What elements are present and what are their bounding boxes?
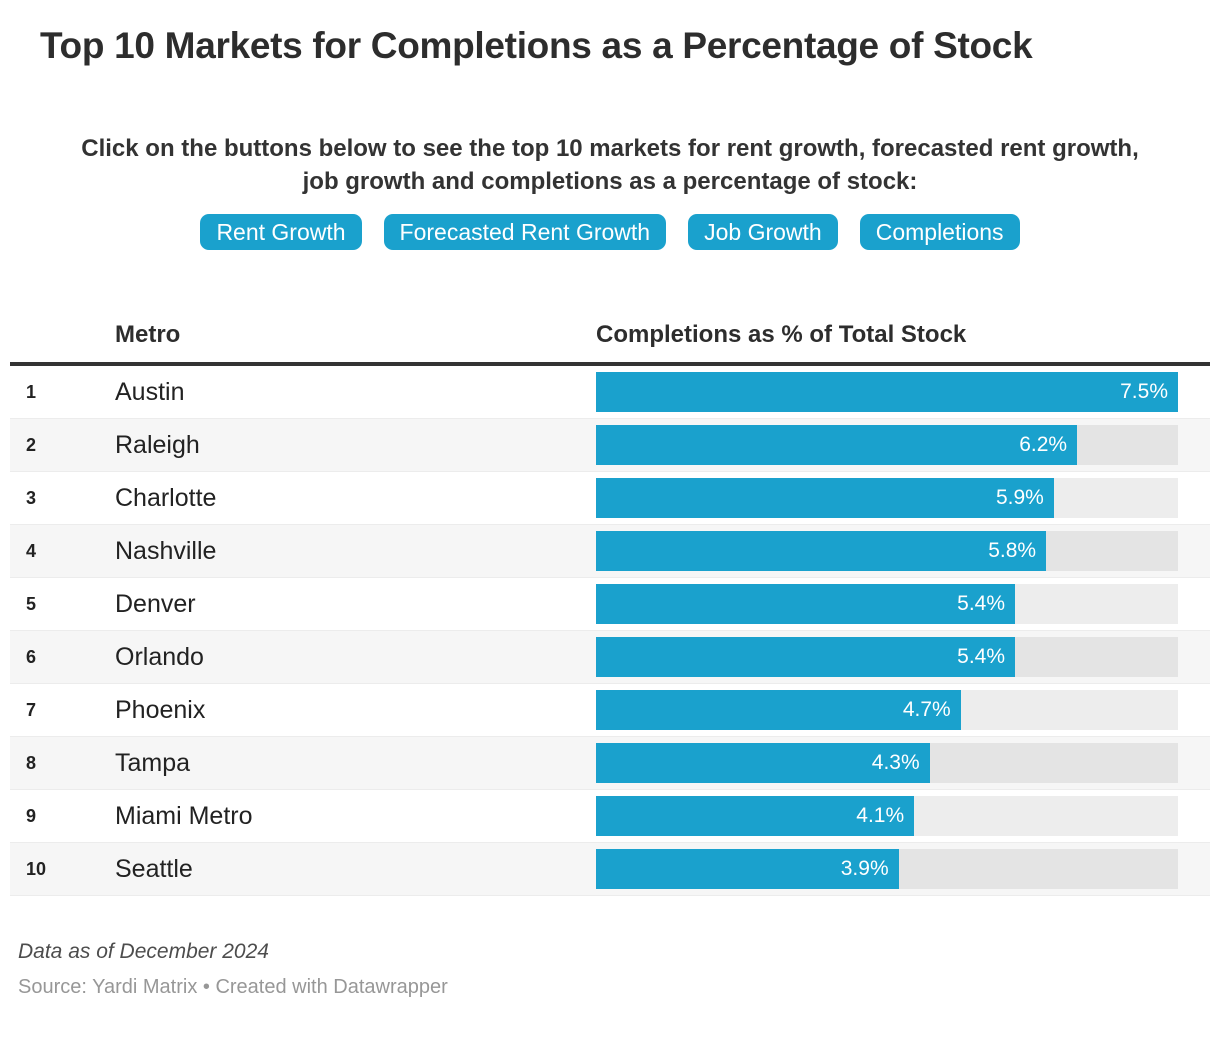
bar-cell: 5.8%: [596, 531, 1178, 571]
description-line-1: Click on the buttons below to see the to…: [81, 135, 1139, 162]
bar-fill: 5.8%: [596, 531, 1047, 571]
bar-track: 4.1%: [596, 796, 1178, 836]
bar-cell: 4.3%: [596, 743, 1178, 783]
metro-cell: Phoenix: [115, 695, 206, 724]
bar-value-label: 7.5%: [1120, 380, 1168, 403]
bar-cell: 5.4%: [596, 637, 1178, 677]
bar-value-label: 4.7%: [902, 698, 951, 721]
table-row: 5 Denver 5.4%: [10, 578, 1210, 631]
source-attribution: Source: Yardi Matrix • Created with Data…: [18, 976, 448, 998]
bar-track: 5.8%: [596, 531, 1178, 571]
bar-fill: 7.5%: [596, 372, 1178, 412]
metro-cell: Tampa: [115, 748, 191, 777]
filter-button-rent-growth[interactable]: Rent Growth: [200, 214, 362, 250]
table-row: 7 Phoenix 4.7%: [10, 684, 1210, 737]
bar-fill: 5.4%: [596, 584, 1016, 624]
chart-title: Top 10 Markets for Completions as a Perc…: [40, 25, 1033, 66]
table-row: 4 Nashville 5.8%: [10, 525, 1210, 578]
bar-value-label: 3.9%: [840, 857, 889, 880]
table-row: 6 Orlando 5.4%: [10, 631, 1210, 684]
rank-cell: 2: [26, 434, 37, 455]
bar-value-label: 4.3%: [871, 751, 920, 774]
rank-cell: 9: [26, 805, 37, 826]
bar-track: 4.7%: [596, 690, 1178, 730]
header-metro: Metro: [115, 321, 181, 348]
bar-track: 6.2%: [596, 425, 1178, 465]
bar-fill: 6.2%: [596, 425, 1078, 465]
data-note: Data as of December 2024: [18, 940, 269, 963]
table-body: 1 Austin 7.5% 2 Raleigh 6.2% 3 Charlotte 5.9% 4 Na…: [10, 366, 1210, 896]
bar-cell: 6.2%: [596, 425, 1178, 465]
filter-button-job-growth[interactable]: Job Growth: [688, 214, 838, 250]
rank-cell: 7: [26, 699, 37, 720]
bar-track: 7.5%: [596, 372, 1178, 412]
rank-cell: 5: [26, 593, 37, 614]
bar-value-label: 4.1%: [856, 804, 905, 827]
table-row: 3 Charlotte 5.9%: [10, 472, 1210, 525]
bar-cell: 3.9%: [596, 849, 1178, 889]
bar-value-label: 5.4%: [957, 592, 1006, 615]
bar-value-label: 5.9%: [995, 486, 1044, 509]
rank-cell: 8: [26, 752, 37, 773]
bar-value-label: 6.2%: [1019, 433, 1068, 456]
data-table: Metro Completions as % of Total Stock 1 A…: [10, 308, 1210, 896]
bar-fill: 4.1%: [596, 796, 915, 836]
bar-fill: 3.9%: [596, 849, 899, 889]
chart-description: Click on the buttons below to see the to…: [10, 132, 1210, 198]
metro-cell: Seattle: [115, 854, 193, 883]
bar-track: 4.3%: [596, 743, 1178, 783]
bar-fill: 5.4%: [596, 637, 1016, 677]
metro-cell: Denver: [115, 589, 196, 618]
bar-cell: 7.5%: [596, 372, 1178, 412]
bar-value-label: 5.4%: [957, 645, 1006, 668]
description-line-2: job growth and completions as a percenta…: [302, 168, 918, 195]
metro-cell: Orlando: [115, 642, 204, 671]
table-row: 1 Austin 7.5%: [10, 366, 1210, 419]
rank-cell: 6: [26, 646, 37, 667]
table-row: 9 Miami Metro 4.1%: [10, 790, 1210, 843]
bar-cell: 4.1%: [596, 796, 1178, 836]
table-row: 10 Seattle 3.9%: [10, 843, 1210, 896]
bar-cell: 5.4%: [596, 584, 1178, 624]
rank-cell: 10: [26, 858, 47, 879]
bar-track: 5.9%: [596, 478, 1178, 518]
bar-cell: 4.7%: [596, 690, 1178, 730]
metro-cell: Charlotte: [115, 483, 217, 512]
table-row: 2 Raleigh 6.2%: [10, 419, 1210, 472]
metro-cell: Miami Metro: [115, 801, 253, 830]
rank-cell: 3: [26, 487, 37, 508]
rank-cell: 1: [26, 381, 37, 402]
bar-fill: 4.7%: [596, 690, 961, 730]
filter-button-group: Rent Growth Forecasted Rent Growth Job Gro…: [10, 214, 1210, 250]
bar-track: 3.9%: [596, 849, 1178, 889]
rank-cell: 4: [26, 540, 37, 561]
bar-fill: 4.3%: [596, 743, 930, 783]
bar-fill: 5.9%: [596, 478, 1054, 518]
table-header-row: Metro Completions as % of Total Stock: [10, 308, 1210, 366]
metro-cell: Austin: [115, 377, 185, 406]
filter-button-forecasted-rent-growth[interactable]: Forecasted Rent Growth: [383, 214, 667, 250]
bar-value-label: 5.8%: [988, 539, 1037, 562]
metro-cell: Raleigh: [115, 430, 200, 459]
bar-cell: 5.9%: [596, 478, 1178, 518]
bar-track: 5.4%: [596, 584, 1178, 624]
bar-track: 5.4%: [596, 637, 1178, 677]
header-value: Completions as % of Total Stock: [596, 321, 967, 348]
filter-button-completions[interactable]: Completions: [859, 214, 1020, 250]
table-row: 8 Tampa 4.3%: [10, 737, 1210, 790]
chart-container: Top 10 Markets for Completions as a Perc…: [0, 24, 1220, 999]
metro-cell: Nashville: [115, 536, 217, 565]
